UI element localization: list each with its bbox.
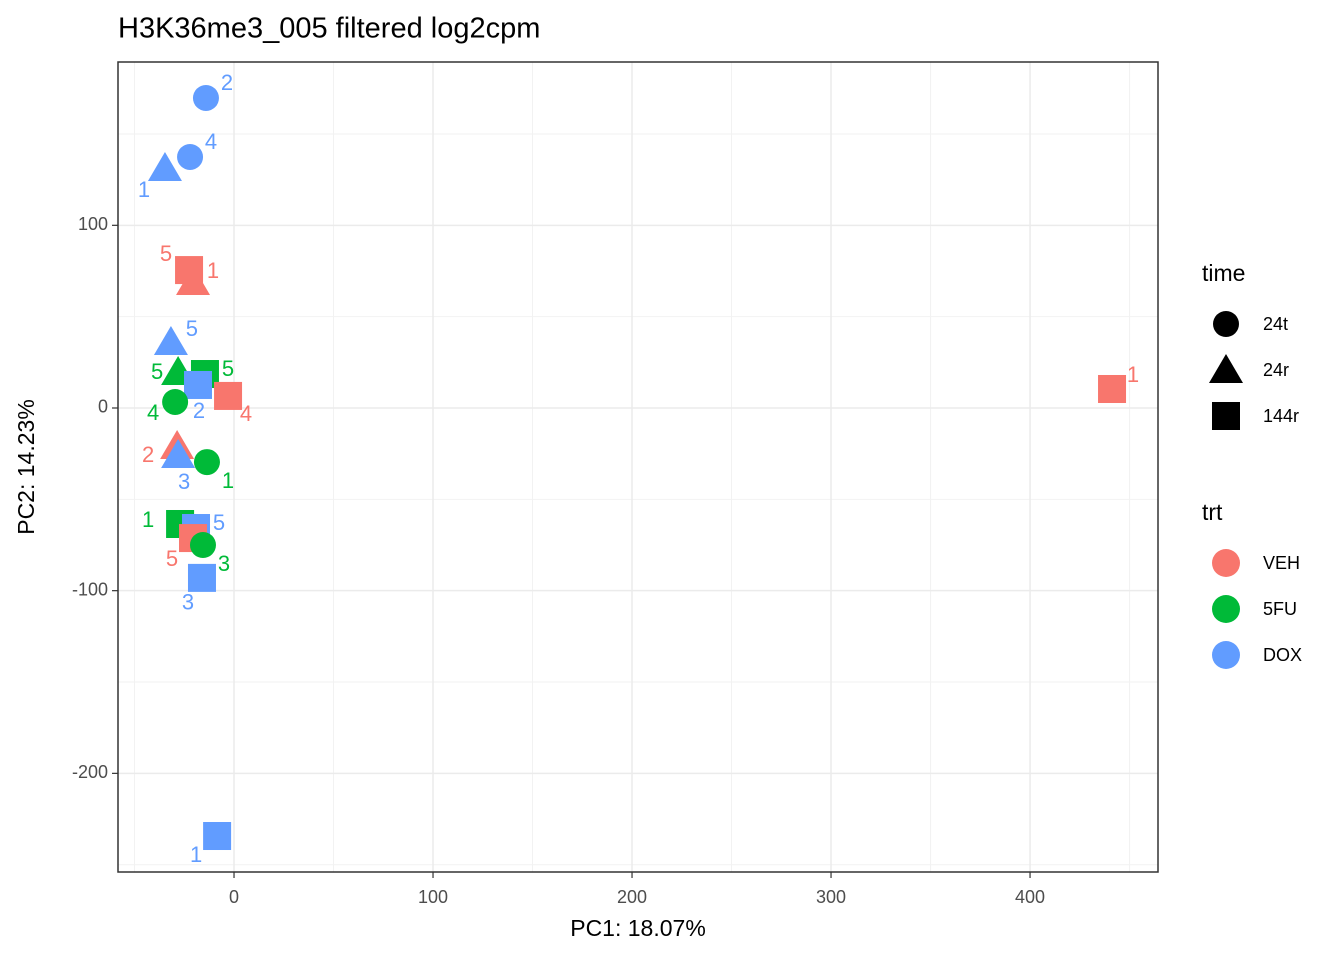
x-tick-label: 200: [617, 887, 647, 907]
point-label: 1: [1127, 362, 1139, 387]
legend-key: [1212, 641, 1240, 669]
legend-key: [1212, 402, 1240, 430]
point-label: 4: [205, 129, 217, 154]
y-tick-label: -200: [72, 762, 108, 782]
point: [161, 438, 196, 468]
point: [203, 822, 232, 851]
x-tick-label: 0: [229, 887, 239, 907]
y-tick-label: 100: [78, 214, 108, 234]
y-tick-label: -100: [72, 579, 108, 599]
point-label: 5: [160, 241, 172, 266]
legend-item: VEH: [1263, 553, 1300, 573]
point-label: 3: [178, 469, 190, 494]
point-label: 5: [186, 316, 198, 341]
point: [1098, 374, 1127, 403]
point: [162, 388, 189, 415]
point: [176, 265, 211, 295]
y-axis-title: PC2: 14.23%: [13, 399, 39, 535]
x-tick-label: 100: [418, 887, 448, 907]
point: [153, 326, 188, 356]
legend-title: time: [1202, 260, 1245, 286]
point-label: 1: [190, 842, 202, 867]
point-label: 2: [221, 70, 233, 95]
legend-item: 24t: [1263, 314, 1288, 334]
point: [189, 532, 216, 559]
point-label: 5: [166, 546, 178, 571]
legend-item: 24r: [1263, 360, 1289, 380]
point: [187, 563, 216, 592]
point-label: 3: [218, 551, 230, 576]
point-label: 4: [147, 400, 159, 425]
y-tick-label: 0: [98, 397, 108, 417]
point: [147, 151, 182, 181]
point-label: 2: [193, 398, 205, 423]
legend-item: 144r: [1263, 406, 1299, 426]
point-label: 3: [182, 590, 194, 615]
point-label: 1: [138, 177, 150, 202]
point-label: 5: [222, 356, 234, 381]
point-label: 5: [213, 510, 225, 535]
point-label: 5: [151, 359, 163, 384]
point: [192, 84, 219, 111]
point-label: 2: [142, 442, 154, 467]
point-label: 1: [142, 507, 154, 532]
point-label: 1: [222, 468, 234, 493]
legend-key: [1209, 354, 1243, 383]
legend-key: [1213, 311, 1239, 337]
point: [184, 370, 212, 399]
legend-item: DOX: [1263, 645, 1302, 665]
chart-title: H3K36me3_005 filtered log2cpm: [118, 13, 540, 45]
point: [177, 143, 204, 170]
legend-key: [1212, 549, 1240, 577]
legend-key: [1212, 595, 1240, 623]
legend-title: trt: [1202, 499, 1223, 525]
point: [193, 449, 220, 476]
legend-item: 5FU: [1263, 599, 1297, 619]
x-tick-label: 400: [1015, 887, 1045, 907]
x-axis-title: PC1: 18.07%: [570, 915, 706, 941]
point: [214, 381, 243, 410]
x-tick-label: 300: [816, 887, 846, 907]
point-label: 4: [240, 401, 252, 426]
panel-border: [117, 61, 1159, 873]
point-label: 1: [207, 258, 219, 283]
